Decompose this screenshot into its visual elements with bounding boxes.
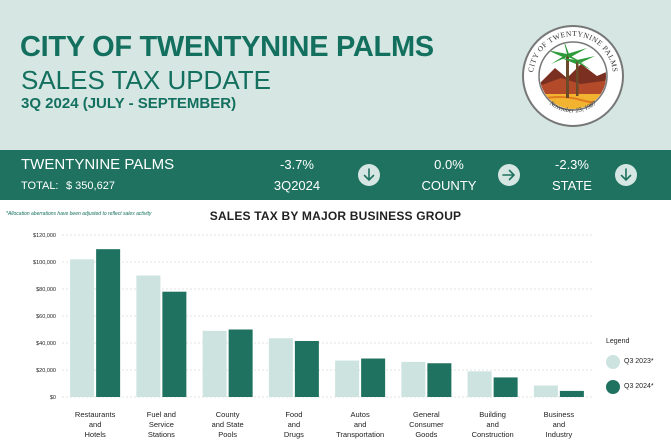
bar-q3-2024 xyxy=(493,377,518,397)
state-change-value: -2.3% xyxy=(555,157,589,172)
legend-label: Q3 2024* xyxy=(624,383,654,390)
legend-swatch xyxy=(606,380,620,394)
x-tick-label: and xyxy=(288,420,301,429)
header: CITY OF TWENTYNINE PALMS SALES TAX UPDAT… xyxy=(0,0,671,150)
bar-q3-2023 xyxy=(70,259,95,397)
x-tick-label: and State xyxy=(212,420,244,429)
jurisdiction-name: TWENTYNINE PALMS xyxy=(21,156,175,173)
bar-q3-2023 xyxy=(136,275,161,397)
x-tick-label: Autos xyxy=(351,410,370,419)
bar-q3-2024 xyxy=(294,340,319,397)
bar-q3-2024 xyxy=(228,329,253,397)
chart-title: SALES TAX BY MAJOR BUSINESS GROUP xyxy=(209,209,462,223)
x-tick-label: Restaurants xyxy=(75,410,116,419)
state-change-label: STATE xyxy=(552,178,592,193)
bar-q3-2023 xyxy=(467,371,492,397)
down-arrow-icon xyxy=(358,164,380,186)
bar-q3-2024 xyxy=(361,358,386,397)
y-tick-label: $100,000 xyxy=(33,260,56,266)
bar-q3-2023 xyxy=(533,385,558,397)
down-arrow-icon xyxy=(615,164,637,186)
x-tick-label: Pools xyxy=(218,430,237,439)
y-tick-label: $80,000 xyxy=(36,287,56,293)
legend-title: Legend xyxy=(606,338,630,345)
bar-q3-2023 xyxy=(202,330,227,397)
right-arrow-icon xyxy=(498,164,520,186)
x-tick-label: and xyxy=(486,420,499,429)
x-tick-label: Food xyxy=(285,410,302,419)
bar-q3-2024 xyxy=(162,291,187,397)
total-value: $ 350,627 xyxy=(66,180,115,192)
county-change-value: 0.0% xyxy=(434,157,464,172)
x-tick-label: Building xyxy=(479,410,506,419)
legend-label: Q3 2023* xyxy=(624,358,654,365)
bar-q3-2024 xyxy=(427,363,452,397)
bar-q3-2023 xyxy=(401,361,426,397)
bar-q3-2023 xyxy=(268,338,293,397)
bar-q3-2024 xyxy=(96,249,121,397)
total-label: TOTAL: xyxy=(21,180,59,192)
bar-q3-2024 xyxy=(559,390,584,397)
city-title: CITY OF TWENTYNINE PALMS xyxy=(20,31,434,63)
y-tick-label: $120,000 xyxy=(33,233,56,239)
x-tick-label: Industry xyxy=(546,430,573,439)
county-change-label: COUNTY xyxy=(421,178,477,193)
legend-swatch xyxy=(606,355,620,369)
x-tick-label: Fuel and xyxy=(147,410,176,419)
quarter-change-value: -3.7% xyxy=(280,157,314,172)
y-tick-label: $60,000 xyxy=(36,314,56,320)
x-tick-label: Stations xyxy=(148,430,175,439)
bar-chart: $0 $20,000 $40,000 $60,000 $80,000 $100,000 $1… xyxy=(33,233,592,439)
x-tick-label: and xyxy=(553,420,566,429)
x-tick-label: County xyxy=(216,410,240,419)
x-tick-label: Consumer xyxy=(409,420,444,429)
x-tick-label: Transportation xyxy=(336,430,384,439)
x-tick-label: Service xyxy=(149,420,174,429)
report-period: 3Q 2024 (JULY - SEPTEMBER) xyxy=(21,95,237,112)
legend-item-q3-2023: Q3 2023* xyxy=(606,355,671,371)
x-tick-label: and xyxy=(354,420,367,429)
x-tick-label: Business xyxy=(544,410,575,419)
y-tick-label: $0 xyxy=(50,395,56,401)
footnote: *Allocation aberrations have been adjust… xyxy=(6,211,152,217)
x-tick-label: Construction xyxy=(472,430,514,439)
x-tick-label: Goods xyxy=(415,430,437,439)
x-tick-label: Drugs xyxy=(284,430,304,439)
summary-band: TWENTYNINE PALMS TOTAL: $ 350,627 -3.7% … xyxy=(0,150,671,200)
x-tick-label: General xyxy=(413,410,440,419)
x-tick-label: Hotels xyxy=(84,430,106,439)
y-tick-label: $40,000 xyxy=(36,341,56,347)
x-tick-label: and xyxy=(89,420,102,429)
legend-item-q3-2024: Q3 2024* xyxy=(606,380,671,396)
report-subtitle: SALES TAX UPDATE xyxy=(21,65,271,95)
quarter-change-label: 3Q2024 xyxy=(273,178,321,193)
city-seal-logo: CITY OF TWENTYNINE PALMS November 23, 19… xyxy=(522,25,624,127)
y-tick-label: $20,000 xyxy=(36,368,56,374)
bar-q3-2023 xyxy=(335,360,360,397)
